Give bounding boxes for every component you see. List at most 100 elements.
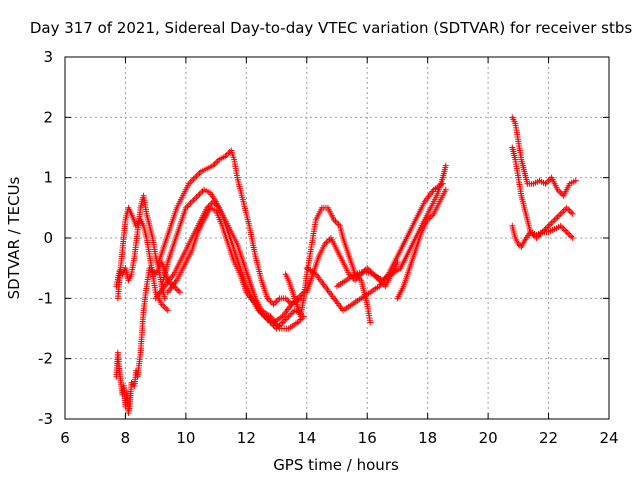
x-tick-label: 22	[539, 429, 558, 447]
data-point	[164, 307, 171, 314]
y-tick-label: 3	[43, 48, 53, 66]
data-point	[568, 233, 575, 240]
data-point	[554, 213, 561, 220]
data-point	[185, 201, 192, 208]
data-point	[191, 195, 198, 202]
y-tick-label: -2	[38, 350, 53, 368]
axis-ticks	[64, 56, 610, 420]
x-tick-label: 20	[479, 429, 498, 447]
series-track-o	[509, 222, 576, 251]
data-point	[175, 287, 182, 294]
data-point	[568, 209, 575, 216]
data-point	[569, 235, 576, 241]
data-point	[563, 228, 570, 235]
data-point	[273, 298, 280, 305]
data-point	[194, 192, 201, 199]
y-tick-label: -3	[38, 410, 53, 428]
data-point	[544, 179, 551, 186]
data-point	[565, 230, 572, 237]
data-point	[442, 162, 449, 169]
series-track-f	[152, 198, 307, 332]
y-tick-label: 0	[43, 229, 53, 247]
data-point	[190, 176, 197, 183]
y-tick-label: 2	[43, 108, 53, 126]
data-point	[442, 186, 449, 193]
data-points	[113, 114, 579, 416]
x-tick-label: 24	[599, 429, 618, 447]
data-point	[565, 206, 572, 213]
data-point	[270, 301, 277, 308]
data-point	[161, 304, 168, 311]
data-point	[566, 207, 573, 214]
series-track-n	[509, 144, 576, 241]
data-point	[163, 305, 170, 312]
x-tick-label: 14	[297, 429, 316, 447]
y-tick-label: -1	[38, 289, 53, 307]
data-point	[149, 268, 156, 275]
y-tick-label: 1	[43, 169, 53, 187]
data-point	[161, 295, 168, 302]
data-point	[267, 298, 274, 305]
data-point	[559, 224, 566, 231]
data-point	[296, 317, 303, 324]
series-track-h	[282, 204, 374, 326]
data-point	[213, 159, 220, 166]
data-point	[439, 180, 446, 187]
y-axis-label: SDTVAR / TECUs	[5, 176, 23, 299]
series-track-m	[509, 114, 579, 199]
series-track-b	[113, 259, 183, 416]
x-tick-labels: 6 8 10 12 14 16 18 20 22 24	[60, 429, 618, 447]
data-point	[281, 317, 288, 324]
data-point	[367, 319, 374, 326]
x-tick-label: 6	[60, 429, 70, 447]
data-point	[193, 173, 200, 180]
x-tick-label: 8	[121, 429, 131, 447]
data-point	[187, 200, 194, 207]
data-point	[569, 210, 576, 217]
x-axis-label: GPS time / hours	[273, 456, 399, 474]
data-point	[364, 265, 371, 272]
data-point	[553, 215, 560, 222]
data-point	[188, 177, 195, 184]
data-point	[284, 296, 291, 303]
data-point	[556, 212, 563, 219]
data-point	[193, 194, 200, 201]
chart-title: Day 317 of 2021, Sidereal Day-to-day VTE…	[30, 19, 633, 37]
data-point	[173, 286, 180, 293]
data-point	[353, 275, 360, 282]
data-point	[194, 171, 201, 178]
data-point	[550, 218, 557, 225]
data-point	[547, 221, 554, 228]
x-tick-label: 18	[418, 429, 437, 447]
data-point	[196, 191, 203, 198]
data-point	[548, 219, 555, 226]
data-point	[290, 308, 297, 315]
data-point	[334, 219, 340, 226]
data-point	[190, 197, 197, 204]
data-point	[188, 198, 195, 205]
data-point	[557, 189, 564, 196]
x-tick-label: 10	[176, 429, 195, 447]
series-track-d	[155, 147, 307, 308]
data-point	[566, 231, 573, 238]
data-point	[562, 227, 569, 234]
data-point	[199, 188, 206, 195]
data-point	[557, 210, 564, 217]
data-point	[191, 174, 198, 181]
data-point	[572, 177, 579, 184]
x-tick-label: 12	[237, 429, 256, 447]
x-tick-label: 16	[358, 429, 377, 447]
data-point	[560, 207, 567, 214]
data-point	[559, 209, 566, 216]
data-point	[324, 238, 331, 245]
series-track-g	[164, 204, 304, 326]
data-point	[278, 320, 285, 327]
data-point	[176, 289, 183, 296]
data-point	[551, 216, 558, 223]
series-track-l	[303, 180, 446, 314]
data-point	[272, 299, 279, 306]
series-track-k	[394, 186, 449, 302]
data-point	[563, 204, 570, 211]
data-point	[275, 296, 282, 303]
